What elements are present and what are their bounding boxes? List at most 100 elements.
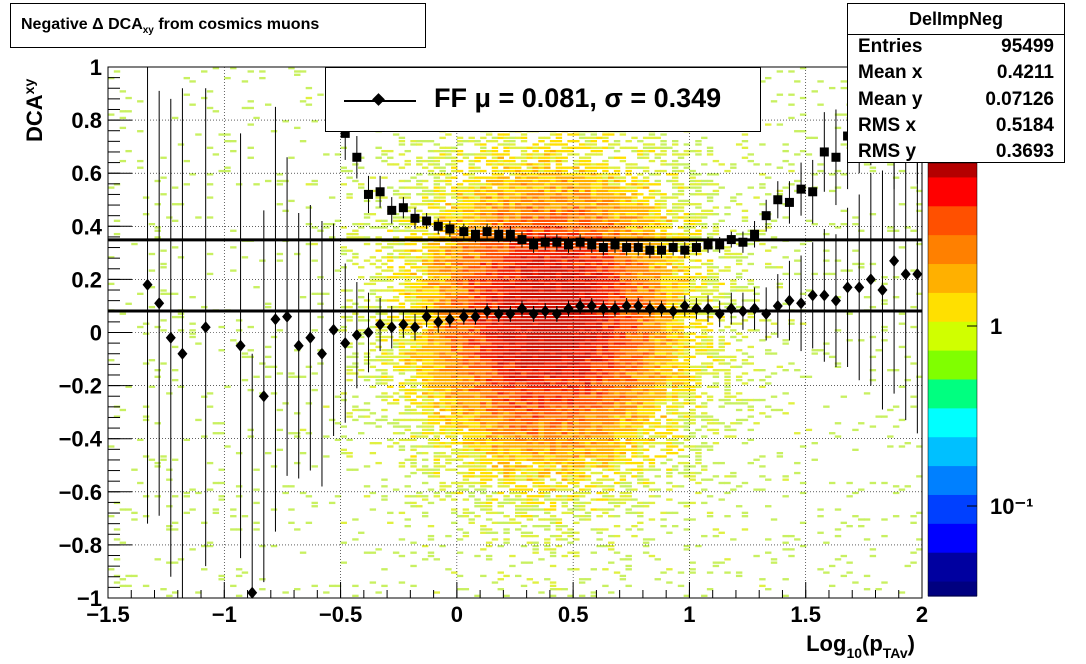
heat-cell	[480, 302, 487, 305]
heat-cell	[509, 518, 516, 521]
heat-cell	[561, 355, 568, 359]
heat-cell	[561, 146, 568, 149]
heat-cell	[613, 216, 621, 219]
heat-cell	[590, 485, 597, 488]
heat-cell	[369, 385, 377, 388]
heat-cell	[404, 259, 411, 262]
heat-cell	[276, 259, 284, 262]
heat-cell	[561, 422, 568, 425]
heat-cell	[462, 302, 470, 305]
heat-cell	[549, 305, 557, 309]
heat-cell	[439, 302, 446, 305]
heat-cell	[497, 372, 504, 375]
heat-cell	[503, 159, 510, 163]
heat-cell	[625, 508, 632, 511]
heat-cell	[503, 468, 510, 471]
heat-cell	[567, 249, 574, 252]
heat-cell	[206, 272, 214, 276]
heat-cell	[456, 149, 464, 153]
heat-cell	[445, 378, 452, 382]
heat-cell	[613, 143, 621, 146]
heat-cell	[166, 594, 173, 598]
heat-cell	[602, 286, 609, 289]
heat-cell	[608, 193, 615, 196]
heat-cell	[613, 266, 621, 269]
heat-cell	[561, 495, 568, 498]
heat-cell	[398, 222, 406, 226]
heat-cell	[433, 412, 441, 415]
heat-cell	[462, 432, 470, 435]
heat-cell	[108, 359, 115, 362]
heat-cell	[573, 163, 580, 166]
heat-cell	[549, 521, 557, 524]
heat-cell	[468, 359, 475, 362]
heat-cell	[532, 478, 539, 481]
heat-cell	[503, 209, 510, 213]
heat-cell	[445, 432, 452, 435]
heat-cell	[439, 299, 446, 302]
heat-cell	[421, 388, 429, 392]
heat-cell	[503, 365, 510, 369]
heat-cell	[363, 213, 371, 216]
heat-cell	[410, 282, 417, 286]
heat-cell	[544, 485, 551, 488]
heat-cell	[503, 272, 510, 276]
heat-cell	[608, 262, 615, 266]
heat-cell	[421, 428, 429, 432]
heat-cell	[474, 445, 481, 448]
heat-cell	[212, 67, 220, 70]
heat-cell	[456, 395, 464, 398]
heat-cell	[491, 242, 499, 246]
heat-cell	[264, 302, 272, 305]
heat-cell	[206, 541, 214, 544]
heat-cell	[515, 329, 522, 332]
heat-cell	[439, 193, 446, 196]
heat-cell	[497, 302, 504, 305]
heat-cell	[253, 183, 260, 186]
heat-cell	[485, 249, 493, 252]
heat-cell	[567, 332, 574, 335]
heat-cell	[439, 322, 446, 325]
heat-cell	[567, 534, 574, 538]
heat-cell	[625, 372, 632, 375]
heat-cell	[526, 355, 534, 359]
heat-cell	[439, 153, 446, 156]
heat-cell	[573, 196, 580, 199]
heat-cell	[369, 412, 377, 415]
heat-cell	[480, 438, 487, 442]
heat-cell	[602, 176, 609, 179]
heat-cell	[515, 498, 522, 501]
heat-cell	[427, 169, 435, 173]
heat-cell	[515, 213, 522, 216]
heat-cell	[445, 458, 452, 461]
heat-cell	[584, 392, 592, 395]
heat-cell	[625, 392, 632, 395]
heat-cell	[160, 292, 167, 295]
heat-cell	[590, 481, 597, 485]
heat-cell	[410, 501, 417, 505]
heat-cell	[451, 279, 458, 282]
heat-cell	[608, 295, 615, 299]
heat-cell	[154, 325, 161, 329]
heat-cell	[474, 196, 481, 199]
heat-cell	[503, 349, 510, 352]
heat-cell	[456, 515, 464, 518]
heat-cell	[619, 382, 627, 385]
heat-cell	[596, 478, 603, 481]
heat-cell	[416, 163, 423, 166]
heat-cell	[387, 266, 394, 269]
heat-cell	[544, 156, 551, 159]
heat-cell	[503, 471, 510, 475]
heat-cell	[218, 349, 225, 352]
heat-cell	[538, 282, 545, 286]
heat-cell	[485, 418, 493, 422]
heat-cell	[468, 266, 475, 269]
heat-cell	[613, 226, 621, 229]
heat-cell	[398, 335, 406, 339]
heat-cell	[468, 286, 475, 289]
heat-cell	[549, 388, 557, 392]
heat-cell	[404, 249, 411, 252]
heat-cell	[544, 319, 551, 322]
heat-cell	[451, 156, 458, 159]
heat-cell	[608, 166, 615, 169]
